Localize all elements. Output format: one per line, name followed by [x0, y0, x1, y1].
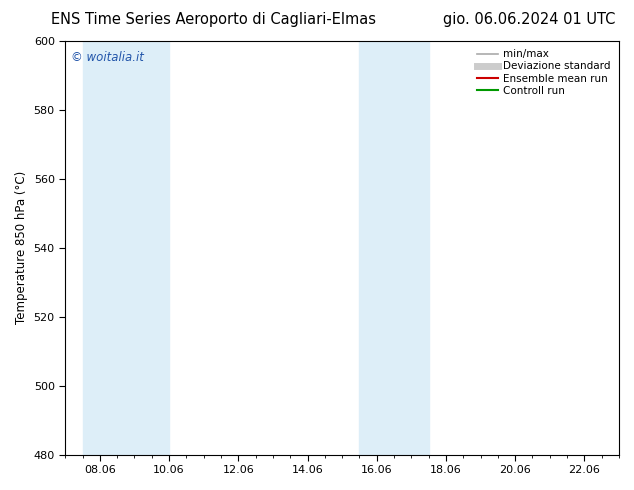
- Legend: min/max, Deviazione standard, Ensemble mean run, Controll run: min/max, Deviazione standard, Ensemble m…: [474, 46, 614, 99]
- Bar: [82, 41, 169, 455]
- Y-axis label: Temperature 850 hPa (°C): Temperature 850 hPa (°C): [15, 171, 28, 324]
- Text: © woitalia.it: © woitalia.it: [71, 51, 144, 64]
- Text: ENS Time Series Aeroporto di Cagliari-Elmas: ENS Time Series Aeroporto di Cagliari-El…: [51, 12, 376, 27]
- Bar: [359, 41, 429, 455]
- Text: gio. 06.06.2024 01 UTC: gio. 06.06.2024 01 UTC: [443, 12, 615, 27]
